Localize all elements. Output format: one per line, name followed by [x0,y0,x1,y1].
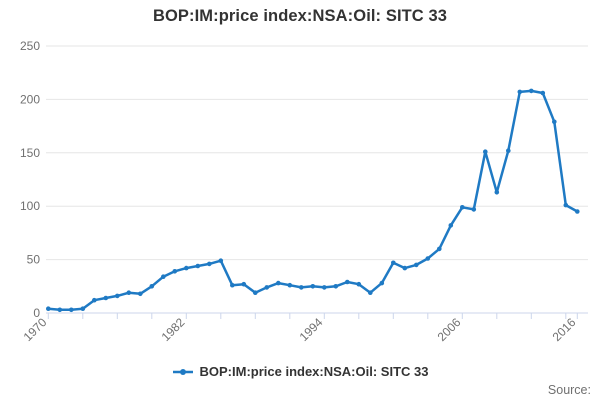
x-axis-tick-label: 1994 [297,315,326,344]
data-point-marker[interactable] [575,209,580,214]
legend-label: BOP:IM:price index:NSA:Oil: SITC 33 [199,364,429,379]
data-point-marker[interactable] [322,285,327,290]
data-point-marker[interactable] [287,282,293,288]
legend-line-marker-icon [172,368,193,375]
data-point-marker[interactable] [529,88,534,94]
data-point-marker[interactable] [80,306,86,312]
data-point-marker[interactable] [46,306,51,312]
data-point-marker[interactable] [345,279,350,285]
data-point-marker[interactable] [92,297,97,303]
data-point-marker[interactable] [494,190,500,195]
data-point-marker[interactable] [483,149,488,154]
data-point-marker[interactable] [402,265,408,271]
y-axis-tick-label: 200 [20,92,40,106]
data-point-marker[interactable] [218,258,224,264]
data-point-marker[interactable] [471,207,477,212]
data-point-marker[interactable] [563,202,569,208]
data-point-marker[interactable] [333,284,339,289]
y-axis-tick-label: 50 [27,253,41,267]
data-point-marker[interactable] [195,263,201,269]
x-axis-tick-label: 1982 [159,315,188,344]
data-point-marker[interactable] [356,281,362,287]
data-point-marker[interactable] [552,119,557,125]
data-point-marker[interactable] [540,90,546,96]
legend-dot [179,368,186,375]
source-label: Source: [547,383,591,397]
data-point-marker[interactable] [138,291,143,297]
y-axis-tick-label: 0 [33,306,40,320]
data-point-marker[interactable] [264,285,270,290]
data-point-marker[interactable] [126,290,132,296]
data-point-marker[interactable] [184,265,189,271]
data-point-marker[interactable] [425,256,431,261]
data-point-marker[interactable] [379,280,385,286]
data-point-marker[interactable] [230,282,235,288]
x-axis-tick-label: 2016 [550,315,579,344]
y-axis-tick-label: 250 [20,39,40,53]
legend-item[interactable]: BOP:IM:price index:NSA:Oil: SITC 33 [0,364,600,379]
data-point-marker[interactable] [448,223,454,228]
data-point-marker[interactable] [460,205,465,210]
data-point-marker[interactable] [207,261,212,267]
chart-title: BOP:IM:price index:NSA:Oil: SITC 33 [152,7,448,25]
data-point-marker[interactable] [391,260,396,266]
data-series-line[interactable] [47,89,579,312]
data-point-marker[interactable] [69,307,74,313]
data-point-marker[interactable] [437,246,442,252]
data-point-marker[interactable] [299,285,304,290]
data-point-marker[interactable] [276,280,281,286]
data-point-marker[interactable] [57,307,63,313]
data-point-marker[interactable] [115,293,120,299]
data-point-marker[interactable] [103,295,109,301]
y-axis-tick-label: 150 [20,146,40,160]
data-point-marker[interactable] [368,290,373,296]
data-point-marker[interactable] [414,262,419,268]
y-axis-tick-label: 100 [20,199,40,213]
data-point-marker[interactable] [149,284,155,289]
x-axis-tick-label: 2006 [435,315,464,344]
data-point-marker[interactable] [161,274,166,280]
data-point-marker[interactable] [506,148,511,153]
data-point-marker[interactable] [310,284,316,289]
data-point-marker[interactable] [253,290,258,296]
x-axis-tick-label: 1970 [21,315,50,344]
data-point-marker[interactable] [517,89,523,95]
data-point-marker[interactable] [172,269,178,274]
data-point-marker[interactable] [241,281,247,287]
